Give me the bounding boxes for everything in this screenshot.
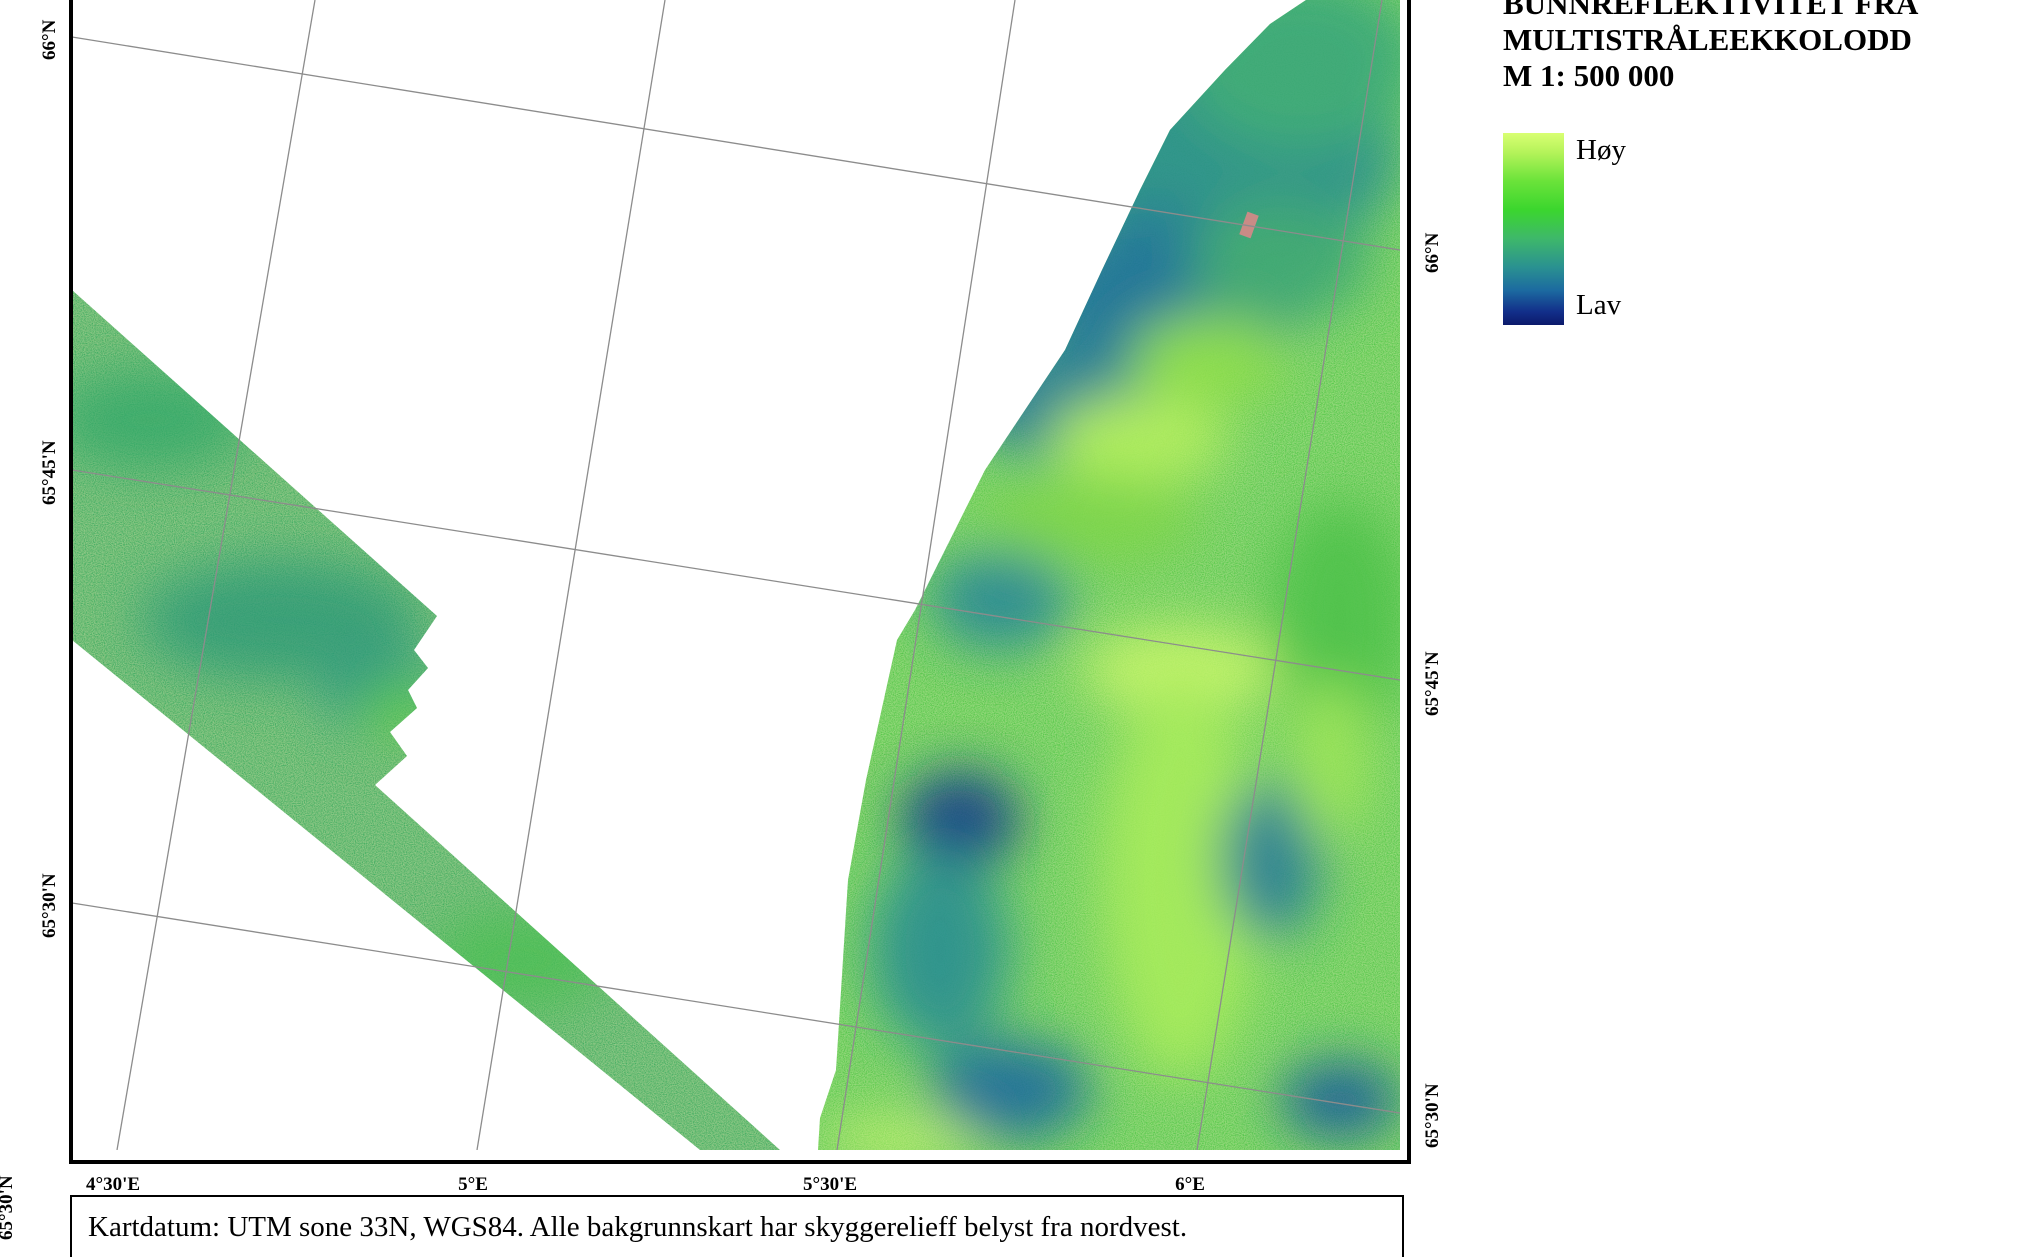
lon-label: 4°30'E xyxy=(86,1174,140,1195)
lon-labels: 4°30'E 5°E 5°30'E 6°E xyxy=(86,1174,1205,1195)
right-survey-block xyxy=(818,0,1400,1150)
map-border xyxy=(69,0,1411,1164)
left-lat-labels: 66°N 65°45'N 65°30'N 65°30'N xyxy=(0,19,60,1240)
footer-box: Kartdatum: UTM sone 33N, WGS84. Alle bak… xyxy=(70,1195,1404,1257)
color-ramp xyxy=(1503,133,1564,325)
footer-text: Kartdatum: UTM sone 33N, WGS84. Alle bak… xyxy=(88,1211,1188,1243)
graticule xyxy=(72,0,1400,1150)
left-lat-label: 65°45'N xyxy=(39,440,60,505)
legend-high-label: Høy xyxy=(1576,134,1626,166)
legend-title: BUNNREFLEKTIVITET FRA MULTISTRÅLEEKKOLOD… xyxy=(1503,0,1918,94)
legend-title-line: MULTISTRÅLEEKKOLODD xyxy=(1503,22,1912,57)
right-lat-label: 65°30'N xyxy=(1422,1083,1443,1148)
right-lat-label: 65°45'N xyxy=(1422,651,1443,716)
left-survey-strip xyxy=(72,290,780,1150)
data-artifact xyxy=(1239,211,1259,239)
lon-label: 5°30'E xyxy=(803,1174,857,1195)
reflectivity-raster xyxy=(72,0,1400,1150)
left-lat-label: 65°30'N xyxy=(39,873,60,938)
right-lat-label: 66°N xyxy=(1422,232,1443,273)
lon-label: 6°E xyxy=(1175,1174,1205,1195)
left-lat-label: 66°N xyxy=(39,19,60,60)
legend-low-label: Lav xyxy=(1576,289,1622,321)
legend-title-line: BUNNREFLEKTIVITET FRA xyxy=(1503,0,1919,21)
outer-lat-label: 65°30'N xyxy=(0,1175,17,1240)
lon-label: 5°E xyxy=(458,1174,488,1195)
right-lat-labels: 66°N 65°45'N 65°30'N xyxy=(1422,232,1443,1148)
legend-title-line: M 1: 500 000 xyxy=(1503,58,1675,93)
